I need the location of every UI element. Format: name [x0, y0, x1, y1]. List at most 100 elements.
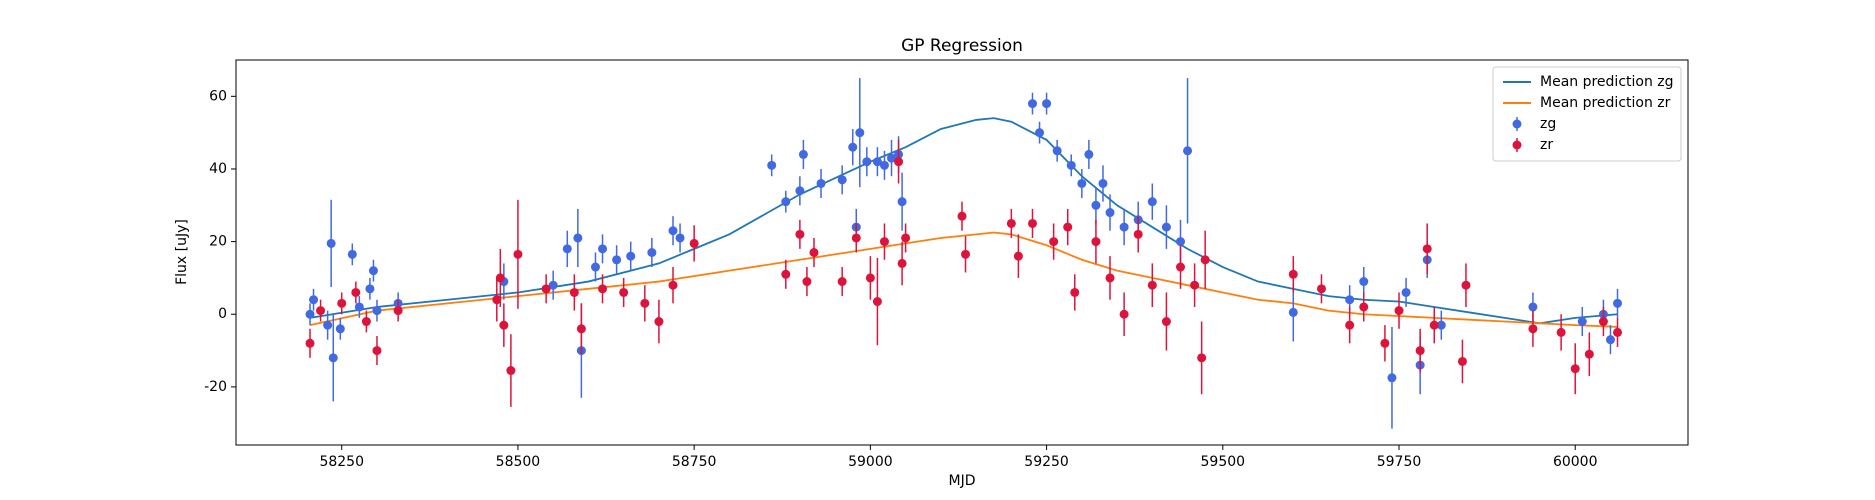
data-point: [795, 229, 805, 239]
data-point: [1052, 146, 1062, 156]
data-point: [626, 251, 636, 261]
data-point: [1415, 346, 1425, 356]
data-point: [541, 284, 551, 294]
x-tick-label: 59250: [1024, 454, 1069, 470]
data-point: [897, 197, 907, 207]
data-point: [562, 244, 572, 254]
data-point: [1436, 320, 1446, 330]
data-point: [809, 248, 819, 257]
data-point: [1359, 302, 1369, 312]
data-point: [668, 226, 678, 236]
plot-frame: [235, 59, 1689, 446]
data-point: [612, 255, 622, 265]
data-point: [816, 178, 826, 188]
data-point: [654, 317, 664, 327]
data-point: [393, 306, 403, 316]
data-point: [1066, 160, 1076, 170]
data-point: [1288, 307, 1298, 317]
data-point: [335, 324, 345, 334]
data-point: [1359, 277, 1369, 287]
legend-label: zg: [1540, 116, 1556, 132]
x-axis-label: MJD: [949, 473, 976, 489]
data-point: [781, 197, 791, 207]
y-axis-label: Flux [uJy]: [174, 219, 190, 285]
data-point: [1528, 302, 1538, 312]
data-point: [1598, 317, 1608, 327]
data-point: [372, 306, 382, 316]
data-point: [894, 157, 904, 167]
data-point: [1577, 317, 1587, 327]
data-point: [1197, 353, 1207, 363]
data-point: [1570, 364, 1580, 374]
data-point: [1528, 324, 1538, 334]
data-point: [598, 244, 608, 254]
data-point: [1119, 222, 1129, 232]
data-point: [1429, 320, 1439, 330]
data-point: [492, 295, 502, 305]
data-point: [872, 297, 882, 307]
data-point: [872, 157, 882, 167]
data-point: [1013, 251, 1023, 261]
x-tick-label: 58250: [319, 454, 364, 470]
data-point: [1288, 269, 1298, 279]
data-point: [647, 248, 657, 257]
data-point: [368, 266, 378, 276]
data-point: [1133, 229, 1143, 239]
data-point: [347, 249, 357, 259]
data-point: [1387, 373, 1397, 383]
data-point: [1183, 146, 1193, 156]
data-point: [598, 284, 608, 294]
data-point: [767, 160, 777, 170]
data-point: [689, 238, 699, 248]
data-point: [862, 157, 872, 167]
x-tick-label: 60000: [1553, 454, 1598, 470]
x-tick-label: 59750: [1377, 454, 1422, 470]
data-point: [1422, 244, 1432, 254]
data-point: [1105, 273, 1115, 283]
data-point: [305, 338, 315, 348]
data-point: [1105, 208, 1115, 218]
data-point: [1556, 327, 1566, 337]
data-point: [1394, 306, 1404, 316]
data-point: [1613, 298, 1623, 308]
legend-swatch: [1512, 140, 1522, 150]
data-point: [323, 320, 333, 330]
mean-line: [309, 117, 1618, 325]
data-point: [668, 280, 678, 290]
data-point: [573, 233, 583, 243]
data-point: [848, 142, 858, 152]
data-point: [1401, 287, 1411, 297]
data-point: [961, 249, 971, 259]
data-point: [1176, 262, 1186, 272]
data-point: [1345, 320, 1355, 330]
data-point: [326, 238, 336, 248]
y-tick-label: 40: [209, 161, 227, 177]
data-point: [1042, 99, 1052, 109]
data-point: [1063, 222, 1073, 232]
data-point: [1147, 197, 1157, 207]
data-point: [1200, 255, 1210, 265]
data-point: [675, 233, 685, 243]
data-point: [897, 258, 907, 268]
data-point: [495, 273, 505, 283]
data-point: [1084, 149, 1094, 159]
y-tick-label: 60: [209, 88, 227, 104]
data-point: [1176, 237, 1186, 247]
data-point: [499, 320, 509, 330]
data-point: [1049, 237, 1059, 247]
data-point: [305, 309, 315, 319]
legend-label: Mean prediction zg: [1540, 74, 1674, 90]
data-point: [1605, 335, 1615, 345]
data-point: [1119, 309, 1129, 319]
legend-box: [1492, 66, 1682, 162]
data-point: [372, 346, 382, 356]
data-point: [901, 233, 911, 243]
data-point: [328, 353, 338, 363]
data-point: [887, 153, 897, 163]
x-tick-label: 59500: [1201, 454, 1246, 470]
data-point: [1161, 317, 1171, 327]
y-tick-label: 20: [209, 234, 227, 250]
data-point: [1584, 349, 1594, 359]
data-point: [548, 280, 558, 290]
data-point: [795, 186, 805, 196]
